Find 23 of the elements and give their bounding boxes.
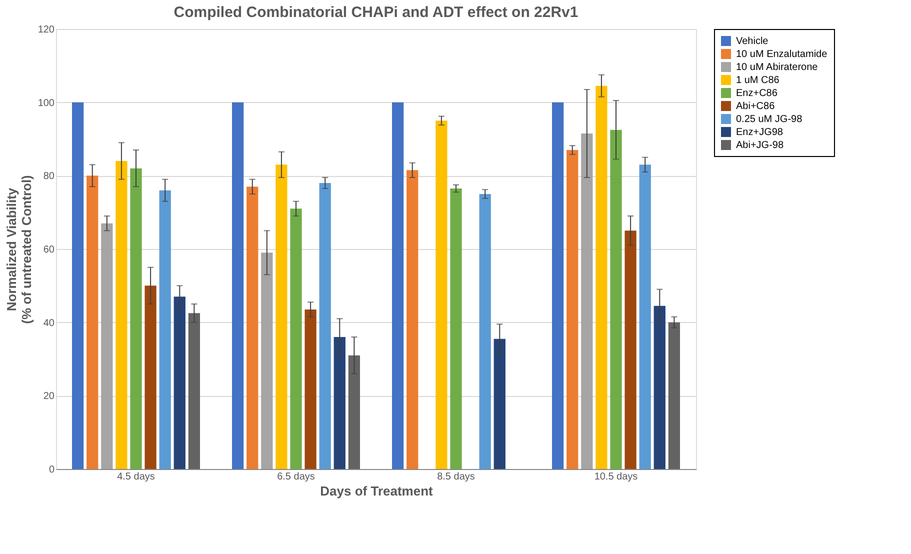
x-tick-label: 8.5 days	[437, 472, 475, 482]
legend-label: 0.25 uM JG-98	[736, 114, 803, 125]
legend-label: 1 uM C86	[736, 75, 780, 86]
y-tick-label: 100	[38, 98, 55, 109]
y-tick-label: 40	[43, 318, 55, 329]
legend-label: Enz+C86	[736, 88, 778, 99]
y-axis-title: Normalized Viability (% of untreated Control)	[4, 175, 34, 324]
legend-label: Abi+C86	[736, 101, 776, 112]
x-axis-title: Days of Treatment	[320, 484, 434, 498]
chart-title: Compiled Combinatorial CHAPi and ADT effect on 22Rv1	[174, 4, 578, 21]
x-tick-label: 4.5 days	[117, 472, 155, 482]
x-tick-label: 10.5 days	[594, 472, 638, 482]
y-tick-label: 60	[43, 244, 55, 256]
y-tick-label: 80	[43, 171, 55, 182]
y-tick-label: 20	[43, 391, 55, 402]
legend-label: Enz+JG98	[736, 127, 784, 138]
y-tick-label: 120	[38, 24, 55, 36]
legend-label: 10 uM Abiraterone	[736, 62, 818, 73]
y-tick-label: 0	[48, 464, 55, 476]
legend-label: Abi+JG-98	[736, 140, 784, 151]
legend-label: 10 uM Enzalutamide	[736, 49, 828, 60]
legend-label: Vehicle	[736, 36, 769, 47]
x-tick-label: 6.5 days	[277, 472, 315, 482]
